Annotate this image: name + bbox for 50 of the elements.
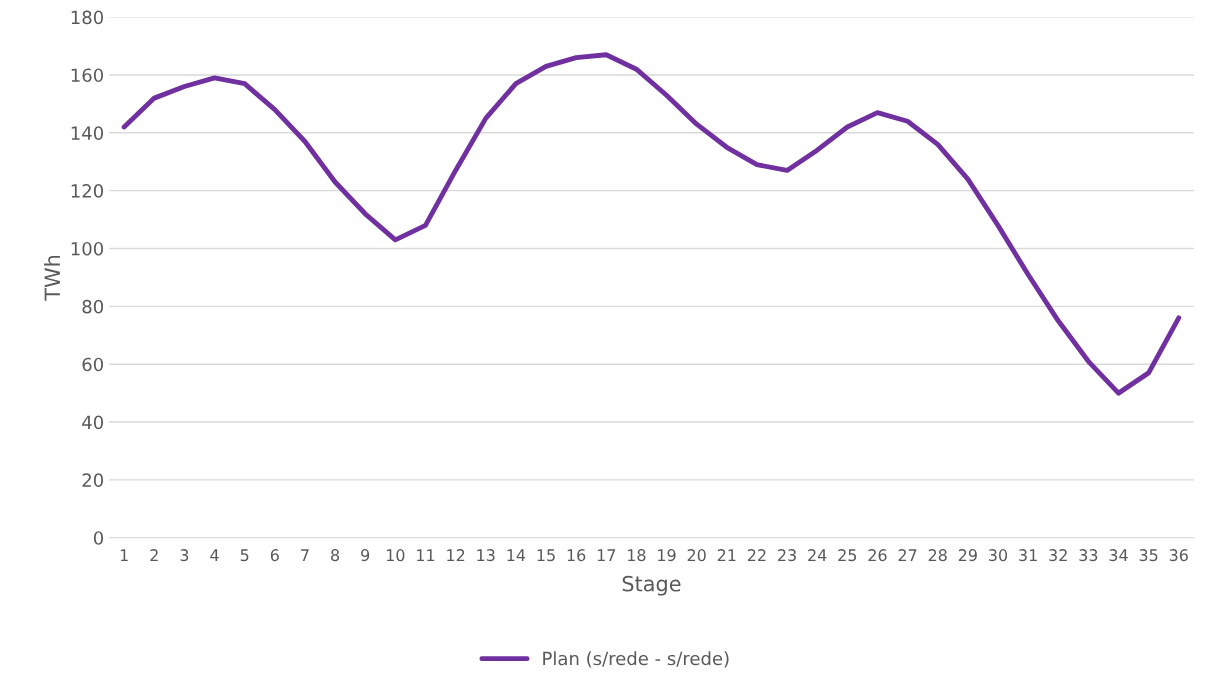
y-tick-label: 40 xyxy=(82,415,104,430)
x-tick-label: 26 xyxy=(868,549,887,562)
y-tick-label: 20 xyxy=(82,473,104,487)
x-tick-label: 6 xyxy=(270,549,279,562)
x-tick-label: 5 xyxy=(240,549,249,562)
x-tick-label: 8 xyxy=(331,549,340,562)
x-tick-label: 19 xyxy=(658,549,676,562)
x-tick-label: 11 xyxy=(417,549,435,561)
x-tick-label: 31 xyxy=(1019,549,1037,562)
y-tick-label: 140 xyxy=(71,126,104,140)
x-tick-label: 33 xyxy=(1079,549,1098,562)
x-tick-label: 20 xyxy=(687,549,706,562)
x-tick-label: 34 xyxy=(1109,549,1128,562)
x-tick-label: 18 xyxy=(627,549,646,562)
x-tick-label: 29 xyxy=(958,549,977,562)
x-tick-label: 9 xyxy=(361,549,370,562)
legend-label: Plan (s/rede - s/rede) xyxy=(543,651,729,668)
x-axis-title: Stage xyxy=(622,575,681,596)
x-tick-label: 35 xyxy=(1139,549,1158,562)
x-tick-label: 32 xyxy=(1049,549,1067,562)
x-tick-label: 16 xyxy=(567,549,586,562)
x-tick-label: 3 xyxy=(180,549,189,562)
x-tick-label: 24 xyxy=(808,549,827,561)
x-tick-label: 14 xyxy=(507,549,526,561)
y-axis-title: TWh xyxy=(44,255,60,301)
y-tick-label: 180 xyxy=(71,10,104,25)
x-tick-label: 17 xyxy=(597,549,616,561)
x-tick-label: 30 xyxy=(989,549,1008,562)
x-tick-label: 22 xyxy=(747,549,766,561)
y-tick-label: 120 xyxy=(71,184,104,198)
y-tick-label: 80 xyxy=(82,299,104,314)
x-tick-label: 15 xyxy=(537,549,555,562)
x-tick-label: 1 xyxy=(120,549,128,561)
x-tick-label: 7 xyxy=(301,549,309,561)
x-tick-label: 28 xyxy=(928,549,947,562)
x-tick-label: 2 xyxy=(150,549,158,561)
y-tick-label: 60 xyxy=(82,357,104,372)
y-tick-label: 100 xyxy=(71,241,104,256)
x-tick-label: 27 xyxy=(898,549,917,561)
x-tick-label: 23 xyxy=(778,549,796,562)
x-tick-label: 10 xyxy=(386,549,405,562)
y-tick-label: 160 xyxy=(71,68,104,83)
x-tick-label: 4 xyxy=(210,549,219,561)
x-tick-label: 21 xyxy=(717,549,736,561)
x-tick-label: 36 xyxy=(1169,549,1188,562)
y-tick-label: 0 xyxy=(93,531,104,545)
x-tick-label: 13 xyxy=(477,549,495,562)
x-tick-label: 25 xyxy=(838,549,857,562)
line-series xyxy=(121,52,1182,396)
x-tick-label: 12 xyxy=(447,549,465,561)
